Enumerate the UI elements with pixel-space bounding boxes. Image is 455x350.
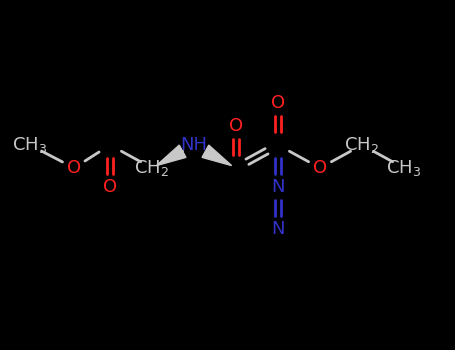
Text: O: O: [103, 178, 117, 196]
Text: O: O: [271, 94, 285, 112]
Text: NH: NH: [181, 136, 207, 154]
Text: O: O: [229, 117, 243, 135]
Text: N: N: [271, 178, 285, 196]
Text: N: N: [271, 220, 285, 238]
Text: CH$_2$: CH$_2$: [344, 135, 379, 155]
Text: CH$_2$: CH$_2$: [135, 158, 170, 178]
Polygon shape: [202, 145, 232, 166]
Text: O: O: [67, 159, 81, 177]
Polygon shape: [157, 145, 186, 166]
Text: CH$_3$: CH$_3$: [386, 158, 422, 178]
Text: O: O: [313, 159, 327, 177]
Text: CH$_3$: CH$_3$: [12, 135, 48, 155]
